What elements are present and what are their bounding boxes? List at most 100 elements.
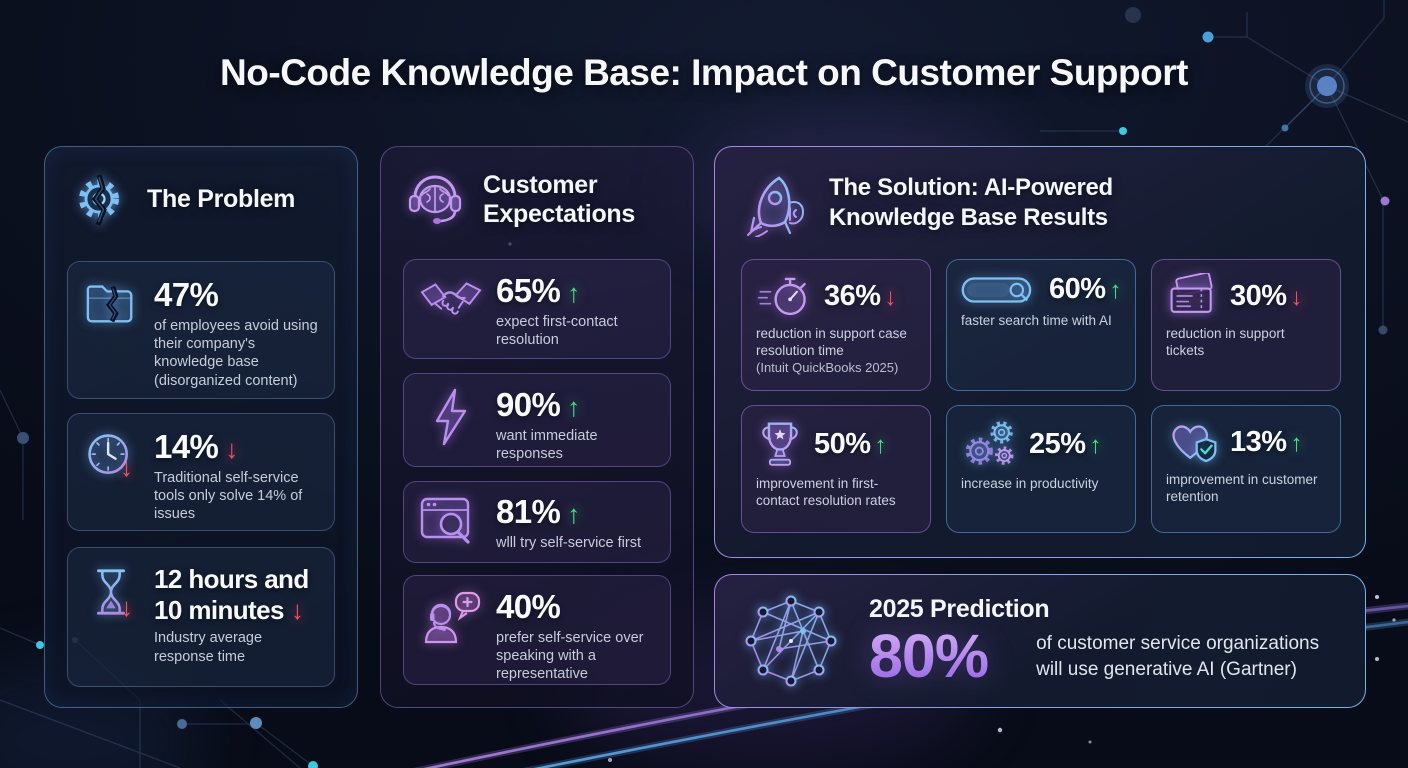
stat-number-line2: 10 minutes (154, 594, 284, 625)
stat-desc: improvement in customer retention (1166, 472, 1318, 504)
stat-desc: wlll try self-service first (496, 535, 642, 552)
stat-value: 12 hours and 10 minutes ↓ (154, 564, 320, 625)
stat-number: 40% (496, 588, 561, 625)
stat-card-response-time: ↓ 12 hours and 10 minutes ↓ Industry aver… (67, 547, 335, 687)
down-arrow-icon: ↓ (120, 452, 133, 482)
clock-icon (88, 434, 129, 475)
expectations-panel-header: Customer Expectations (403, 169, 635, 231)
browser-search-icon (420, 497, 470, 544)
stat-value: 65% ↑ (496, 272, 658, 309)
rocket-brain-icon (747, 176, 805, 237)
stat-number: 25% (1029, 427, 1086, 460)
stat-value: 36% ↓ (824, 279, 897, 313)
stat-value: 13% ↑ (1230, 425, 1303, 459)
stat-card-first-contact: 65% ↑ expect first-contact resolution (403, 259, 671, 359)
handshake-icon (420, 282, 482, 315)
title-line1: Customer (483, 171, 598, 199)
gears-icon (965, 421, 1014, 465)
stat-desc: Traditional self-service tools only solv… (154, 469, 303, 523)
stat-desc: reduction in support tickets (1166, 326, 1285, 358)
prediction-desc: of customer service organizations will u… (1036, 633, 1320, 680)
stat-source: (Intuit QuickBooks 2025) (756, 359, 899, 375)
stat-number: 30% (1230, 279, 1287, 312)
down-arrow: ↓ (1290, 283, 1303, 311)
problem-panel: The Problem 47% of employees avoid using… (44, 146, 358, 708)
stat-value: 40% (496, 588, 658, 625)
heart-shield-icon (1172, 425, 1217, 463)
up-arrow: ↑ (567, 278, 580, 308)
stat-value: 81% ↑ (496, 495, 658, 530)
hourglass-icon (97, 569, 125, 615)
up-arrow: ↑ (567, 392, 580, 422)
stat-value: 60% ↑ (1048, 273, 1122, 306)
stat-card-fcr-improvement: 50% ↑ improvement in first-contact resolu… (741, 405, 931, 533)
stat-card-retention: 13% ↑ improvement in customer retention (1151, 405, 1341, 533)
stat-number: 13% (1230, 425, 1287, 458)
stat-desc: reduction in support case resolution tim… (756, 326, 916, 376)
prediction-panel: 2025 Prediction 80% of customer service … (714, 574, 1366, 708)
down-arrow-icon: ↓ (120, 592, 133, 622)
prediction-title: 2025 Prediction (869, 595, 1050, 623)
stat-desc: Industry average response time (154, 630, 263, 665)
stat-number: 50% (814, 427, 871, 460)
solution-panel-header: The Solution: AI-Powered Knowledge Base … (741, 169, 1113, 237)
trophy-icon (762, 422, 798, 466)
stat-card-try-self-service: 81% ↑ wlll try self-service first (403, 481, 671, 563)
stat-value: 14% ↓ (154, 428, 320, 465)
search-bar-icon (961, 276, 1032, 303)
broken-folder-icon (86, 285, 133, 323)
stat-desc: prefer self-service over speaking with a… (496, 629, 644, 683)
stat-value: 50% ↑ (814, 427, 887, 461)
stat-value: 47% (154, 277, 320, 313)
stat-desc: increase in productivity (961, 476, 1099, 491)
stat-value: 30% ↓ (1230, 279, 1303, 313)
stat-card-self-service-solve: ↓ 14% ↓ Traditional self-service tools on… (67, 413, 335, 531)
up-arrow: ↑ (1290, 429, 1303, 457)
stat-desc: expect first-contact resolution (496, 313, 618, 349)
stat-value: 90% ↑ (496, 387, 658, 423)
broken-gear-icon (79, 174, 119, 226)
stat-card-search-time: 60% ↑ faster search time with AI (946, 259, 1136, 391)
down-arrow: ↓ (884, 283, 897, 311)
stat-desc-text: reduction in support case resolution tim… (756, 326, 907, 358)
problem-panel-title: The Problem (147, 184, 296, 213)
title-line1: The Solution: AI-Powered (829, 174, 1113, 201)
stat-card-prefer-self-service: 40% prefer self-service over speaking wi… (403, 575, 671, 685)
problem-panel-header: The Problem (69, 169, 295, 229)
expectations-panel: Customer Expectations 65% ↑ expect first-… (380, 146, 694, 708)
stat-number: 60% (1048, 273, 1106, 305)
neural-network-icon (745, 595, 837, 687)
stat-desc: of employees avoid using their company's… (154, 317, 318, 389)
solution-panel: The Solution: AI-Powered Knowledge Base … (714, 146, 1366, 558)
lightning-icon (435, 388, 467, 446)
solution-panel-title: The Solution: AI-Powered Knowledge Base … (829, 173, 1113, 233)
expectations-panel-title: Customer Expectations (483, 171, 635, 229)
stat-desc: want immediate responses (496, 427, 598, 463)
title-line2: Expectations (483, 200, 636, 228)
stat-value: 25% ↑ (1029, 427, 1102, 461)
stat-number-line1: 12 hours and (154, 564, 309, 594)
down-arrow: ↓ (290, 594, 304, 625)
headset-brain-icon (408, 175, 462, 224)
down-arrow: ↓ (225, 434, 238, 464)
stat-desc: improvement in first-contact resolution … (756, 476, 896, 508)
stat-card-resolution-time: 36% ↓ reduction in support case resolutio… (741, 259, 931, 391)
up-arrow: ↑ (1109, 277, 1122, 304)
stat-card-avoid-kb: 47% of employees avoid using their compa… (67, 261, 335, 399)
stat-desc: faster search time with AI (961, 313, 1112, 328)
page-title: No-Code Knowledge Base: Impact on Custom… (220, 52, 1188, 93)
stat-card-immediate: 90% ↑ want immediate responses (403, 373, 671, 467)
up-arrow: ↑ (1089, 431, 1102, 459)
stat-number: 36% (824, 279, 881, 312)
stat-number: 65% (496, 272, 561, 309)
prediction-content: 2025 Prediction 80% of customer service … (715, 575, 1365, 707)
support-agent-icon (424, 591, 481, 644)
stopwatch-icon (757, 277, 806, 316)
prediction-value: 80% (869, 622, 989, 690)
tickets-icon (1170, 273, 1213, 313)
stat-number: 14% (154, 428, 219, 465)
stat-card-support-tickets: 30% ↓ reduction in support tickets (1151, 259, 1341, 391)
up-arrow: ↑ (567, 499, 580, 530)
title-line2: Knowledge Base Results (829, 204, 1108, 231)
